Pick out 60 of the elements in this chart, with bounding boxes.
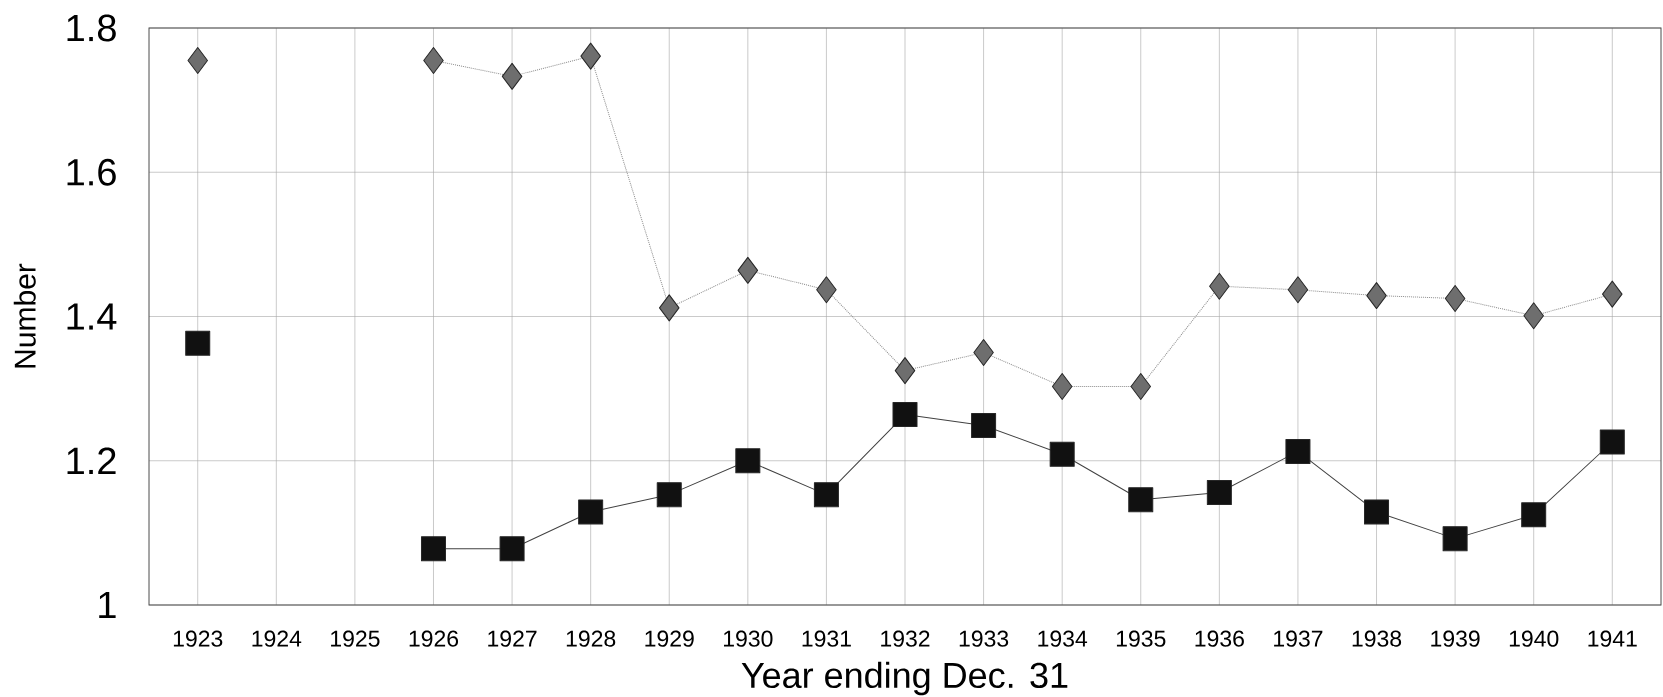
point xyxy=(1209,272,1230,300)
point xyxy=(1521,502,1547,528)
x-tick-label: 1933 xyxy=(959,630,1009,647)
point xyxy=(892,402,918,428)
y-tick-label: 1.8 xyxy=(67,14,116,42)
point xyxy=(1287,276,1309,304)
point xyxy=(656,482,682,508)
y-tick-label: 1 xyxy=(99,591,116,619)
point xyxy=(1442,526,1468,552)
point xyxy=(1602,280,1623,308)
x-tick-label: 1923 xyxy=(173,630,223,647)
x-tick-label: 1939 xyxy=(1431,630,1480,647)
x-tick-label: 1935 xyxy=(1116,630,1166,647)
y-tick-label: 1.2 xyxy=(67,447,116,475)
point xyxy=(1130,372,1152,400)
point xyxy=(1599,429,1625,455)
point xyxy=(1206,479,1232,505)
point xyxy=(1364,499,1390,525)
point xyxy=(973,339,994,367)
point xyxy=(423,46,444,74)
point xyxy=(1128,487,1154,513)
point xyxy=(580,42,601,70)
point xyxy=(816,276,837,304)
x-tick-label: 1940 xyxy=(1509,630,1559,647)
point xyxy=(1049,441,1075,467)
point xyxy=(1051,372,1073,400)
point xyxy=(813,482,839,508)
point xyxy=(501,62,523,90)
x-tick-label: 1932 xyxy=(881,630,930,647)
point xyxy=(578,499,604,525)
x-tick-label: 1928 xyxy=(566,630,616,647)
point xyxy=(1285,438,1311,464)
y-axis-title: Number xyxy=(13,263,36,368)
x-tick-label: 1937 xyxy=(1274,630,1323,647)
point xyxy=(971,412,997,438)
x-tick-label: 1930 xyxy=(724,630,773,647)
point xyxy=(499,536,525,562)
x-tick-label: 1934 xyxy=(1038,630,1088,647)
x-tick-label: 1924 xyxy=(252,630,302,647)
point xyxy=(658,294,680,322)
point xyxy=(735,448,761,474)
x-tick-label: 1931 xyxy=(802,630,851,647)
x-tick-label: 1936 xyxy=(1195,630,1244,647)
point xyxy=(737,256,759,284)
point xyxy=(420,536,446,562)
point xyxy=(1444,284,1466,312)
x-tick-label: 1926 xyxy=(409,630,459,647)
point xyxy=(187,46,208,74)
x-tick-label: 1929 xyxy=(645,630,694,647)
point xyxy=(1523,302,1544,330)
point xyxy=(185,330,211,356)
y-tick-label: 1.4 xyxy=(67,303,117,330)
point xyxy=(1366,282,1387,310)
x-tick-label: 1925 xyxy=(331,630,380,647)
y-tick-label: 1.6 xyxy=(67,158,116,186)
x-tick-label: 1941 xyxy=(1588,630,1637,647)
x-tick-label: 1927 xyxy=(488,630,537,647)
x-tick-label: 1938 xyxy=(1352,630,1402,647)
point xyxy=(894,357,916,385)
x-axis-title: Year ending Dec. 31 xyxy=(741,661,1068,696)
